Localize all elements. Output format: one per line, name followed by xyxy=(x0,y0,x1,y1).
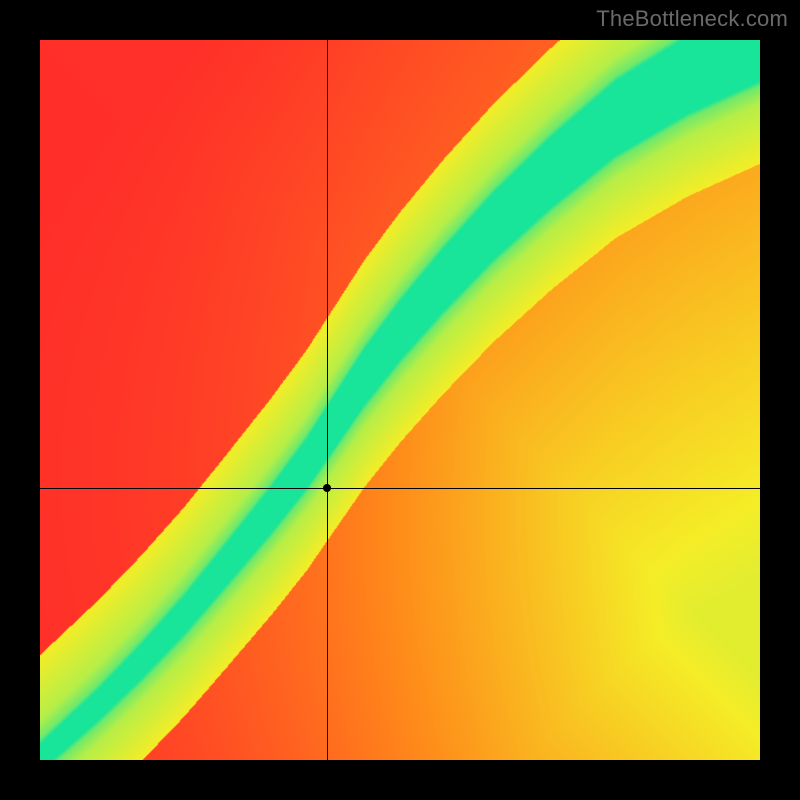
marker-dot xyxy=(323,484,331,492)
chart-frame xyxy=(40,40,760,760)
heatmap-canvas xyxy=(40,40,760,760)
chart-container: TheBottleneck.com xyxy=(0,0,800,800)
crosshair-horizontal xyxy=(40,488,760,489)
crosshair-vertical xyxy=(327,40,328,760)
watermark-text: TheBottleneck.com xyxy=(596,6,788,32)
